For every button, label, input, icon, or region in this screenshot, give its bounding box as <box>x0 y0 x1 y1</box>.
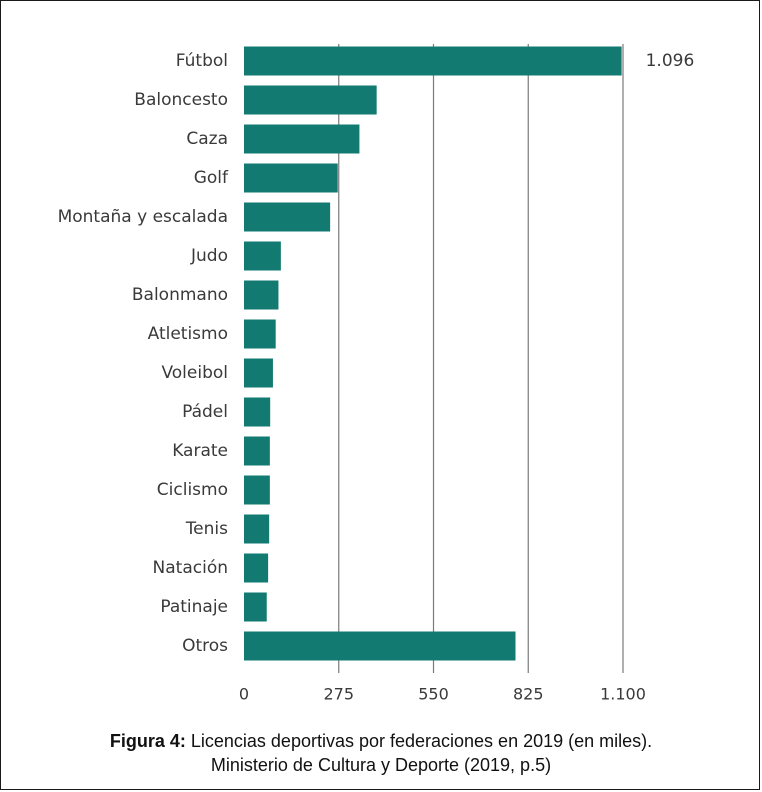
data-label-futbol: 1.096 <box>646 51 695 71</box>
bar-ciclismo <box>244 475 270 505</box>
data-labels: 1.096 <box>646 51 695 71</box>
bar-atletismo <box>244 319 276 349</box>
x-tick-label-825: 825 <box>513 685 544 704</box>
category-label-futbol: Fútbol <box>176 51 228 71</box>
caption-text-line1: Licencias deportivas por federaciones en… <box>185 731 653 751</box>
x-axis-ticks: 0 275 550 825 1.100 <box>239 685 646 704</box>
bar-futbol <box>244 46 622 76</box>
bar-montana-y-escalada <box>244 202 331 232</box>
category-label-natacion: Natación <box>153 558 228 578</box>
bar-judo <box>244 241 281 271</box>
bar-karate <box>244 436 270 466</box>
bar-otros <box>244 631 516 661</box>
category-label-otros: Otros <box>182 636 228 656</box>
x-tick-label-550: 550 <box>418 685 449 704</box>
bar-padel <box>244 397 271 427</box>
bar-tenis <box>244 514 270 544</box>
bar-balonmano <box>244 280 279 310</box>
x-tick-label-275: 275 <box>323 685 354 704</box>
bar-caza <box>244 124 360 154</box>
category-labels: Fútbol Baloncesto Caza Golf Montaña y escala… <box>58 51 229 656</box>
caption-label: Figura 4: <box>109 731 186 751</box>
category-label-caza: Caza <box>186 129 228 149</box>
category-label-tenis: Tenis <box>185 519 228 539</box>
category-label-voleibol: Voleibol <box>161 363 228 383</box>
category-label-montana-y-escalada: Montaña y escalada <box>58 207 228 227</box>
bar-natacion <box>244 553 269 583</box>
bar-baloncesto <box>244 85 377 115</box>
category-label-balonmano: Balonmano <box>132 285 228 305</box>
x-tick-label-0: 0 <box>239 685 249 704</box>
figure-caption: Figura 4: Licencias deportivas por feder… <box>1 729 761 777</box>
category-label-golf: Golf <box>194 168 229 188</box>
bar-chart: Fútbol Baloncesto Caza Golf Montaña y escala… <box>58 44 695 704</box>
category-label-ciclismo: Ciclismo <box>157 480 228 500</box>
category-label-patinaje: Patinaje <box>160 597 228 617</box>
bar-golf <box>244 163 338 193</box>
bars <box>244 46 622 661</box>
category-label-baloncesto: Baloncesto <box>134 90 228 110</box>
category-label-karate: Karate <box>172 441 228 461</box>
category-label-atletismo: Atletismo <box>148 324 228 344</box>
category-label-padel: Pádel <box>182 402 228 422</box>
gridlines <box>338 44 624 673</box>
bar-voleibol <box>244 358 273 388</box>
x-tick-label-1100: 1.100 <box>600 685 646 704</box>
bar-patinaje <box>244 592 267 622</box>
caption-text-line2: Ministerio de Cultura y Deporte (2019, p… <box>210 755 552 775</box>
category-label-judo: Judo <box>190 246 228 266</box>
